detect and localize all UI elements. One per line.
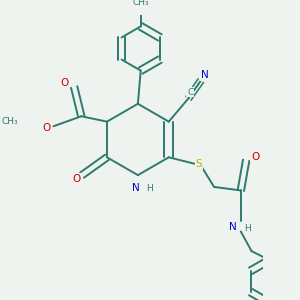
Text: S: S xyxy=(195,159,202,169)
Text: O: O xyxy=(73,174,81,184)
Text: O: O xyxy=(42,123,50,133)
Text: C: C xyxy=(187,88,193,97)
Text: O: O xyxy=(60,78,68,88)
Text: N: N xyxy=(201,70,208,80)
Text: N: N xyxy=(132,183,140,193)
Text: O: O xyxy=(251,152,259,162)
Text: H: H xyxy=(244,224,250,233)
Text: N: N xyxy=(229,222,237,232)
Text: CH₃: CH₃ xyxy=(132,0,149,7)
Text: CH₃: CH₃ xyxy=(2,118,19,127)
Text: H: H xyxy=(146,184,153,193)
